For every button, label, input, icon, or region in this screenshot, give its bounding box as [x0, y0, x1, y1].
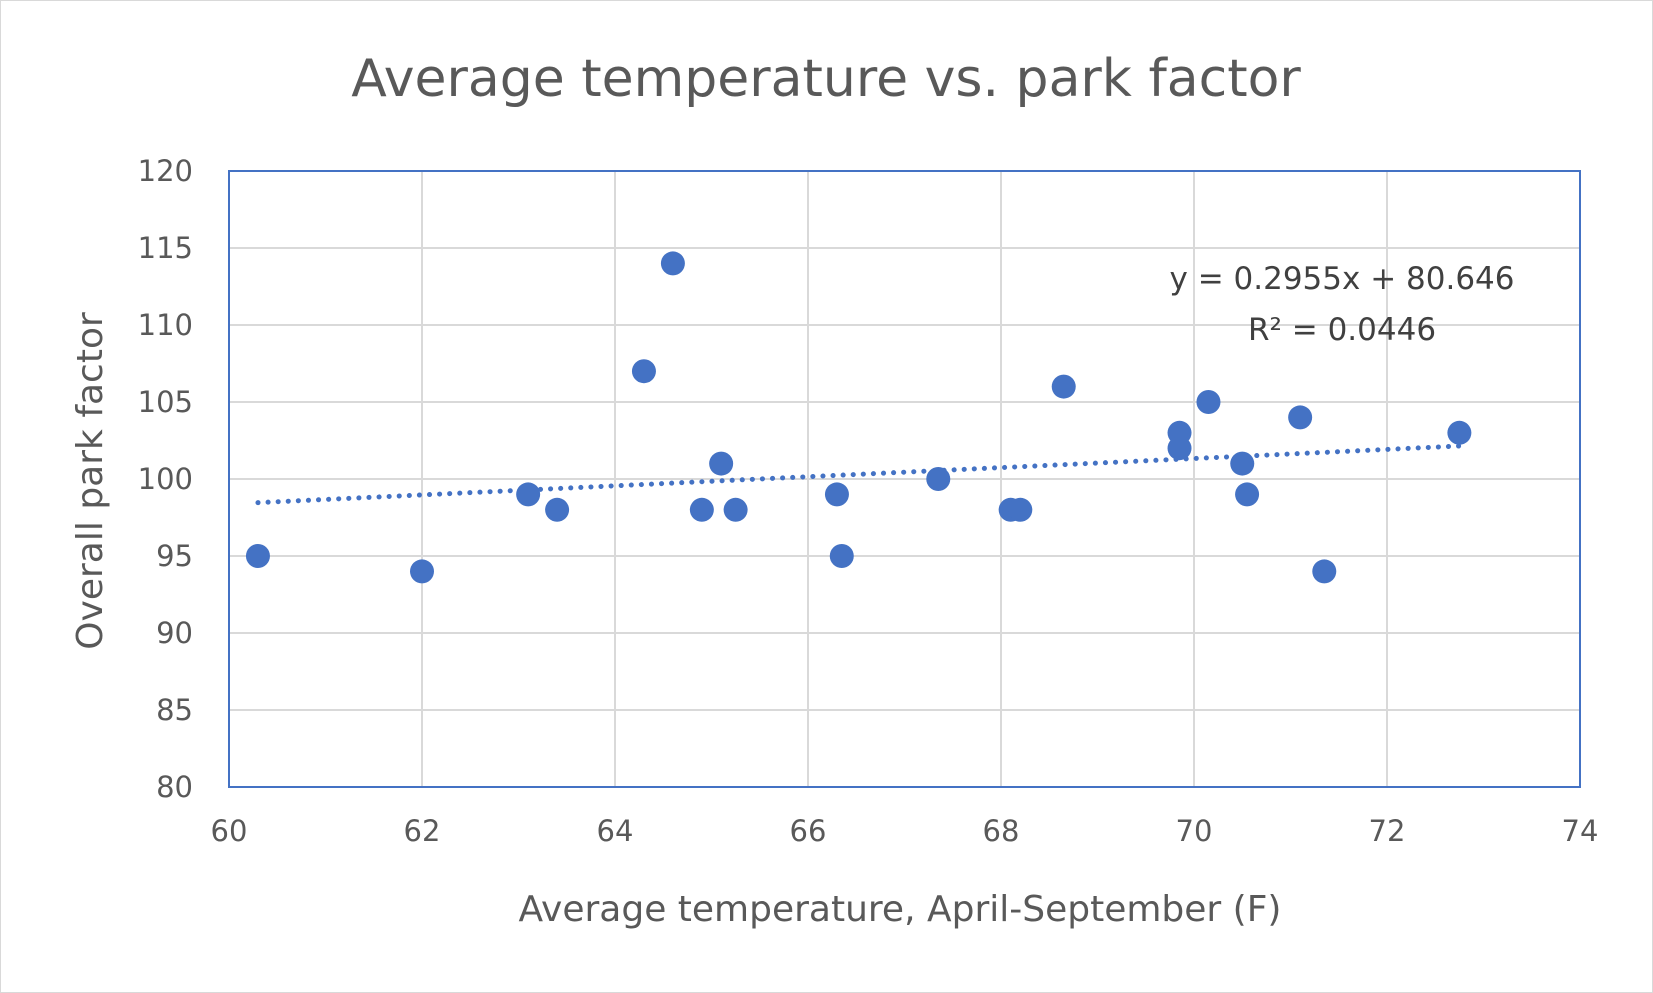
data-point — [829, 544, 854, 568]
y-tick-label: 100 — [138, 462, 193, 496]
data-point — [1447, 420, 1472, 445]
data-point — [926, 467, 951, 491]
data-point — [1230, 451, 1255, 476]
x-tick-label: 68 — [983, 814, 1020, 848]
x-tick-label: 74 — [1562, 814, 1599, 848]
x-tick-label: 66 — [790, 814, 827, 848]
data-point — [709, 451, 734, 476]
trendline-r-squared: R² = 0.0446 — [1248, 312, 1436, 348]
data-point — [1196, 390, 1221, 414]
y-tick-label: 80 — [156, 770, 193, 804]
trendline-equation: y = 0.2955x + 80.646 — [1170, 261, 1515, 297]
chart-title: Average temperature vs. park factor — [351, 49, 1301, 109]
y-tick-label: 120 — [138, 154, 193, 188]
y-axis-title: Overall park factor — [70, 312, 111, 650]
data-point — [1008, 497, 1033, 522]
trendline — [255, 443, 1462, 506]
y-tick-label: 95 — [156, 539, 193, 573]
data-point — [723, 497, 748, 522]
x-tick-label: 70 — [1176, 814, 1213, 848]
y-tick-label: 90 — [156, 616, 193, 650]
y-tick-label: 105 — [138, 385, 193, 419]
data-point — [1288, 405, 1313, 430]
y-tick-label: 110 — [138, 308, 193, 342]
x-axis-title: Average temperature, April-September (F) — [519, 889, 1282, 930]
plot-area-border — [228, 170, 1581, 788]
y-tick-label: 115 — [138, 231, 193, 265]
data-point — [545, 497, 570, 522]
data-point — [689, 497, 714, 522]
data-point — [1051, 374, 1076, 399]
data-point — [1167, 436, 1192, 461]
x-axis-tick-labels: 60 62 64 66 68 70 72 74 — [211, 814, 1599, 848]
data-point — [1235, 482, 1260, 507]
data-points — [245, 251, 1472, 584]
x-tick-label: 64 — [597, 814, 634, 848]
x-tick-label: 72 — [1369, 814, 1406, 848]
data-point — [245, 544, 270, 568]
data-point — [1312, 559, 1337, 584]
x-tick-label: 60 — [211, 814, 248, 848]
y-tick-label: 85 — [156, 693, 193, 727]
y-axis-tick-labels: 80 85 90 95 100 105 110 115 120 — [138, 154, 193, 804]
data-point — [660, 251, 685, 276]
data-point — [516, 482, 541, 507]
x-tick-label: 62 — [404, 814, 441, 848]
data-point — [631, 359, 656, 384]
data-point — [824, 482, 849, 507]
data-point — [410, 559, 434, 584]
horizontal-gridlines — [229, 247, 1580, 711]
